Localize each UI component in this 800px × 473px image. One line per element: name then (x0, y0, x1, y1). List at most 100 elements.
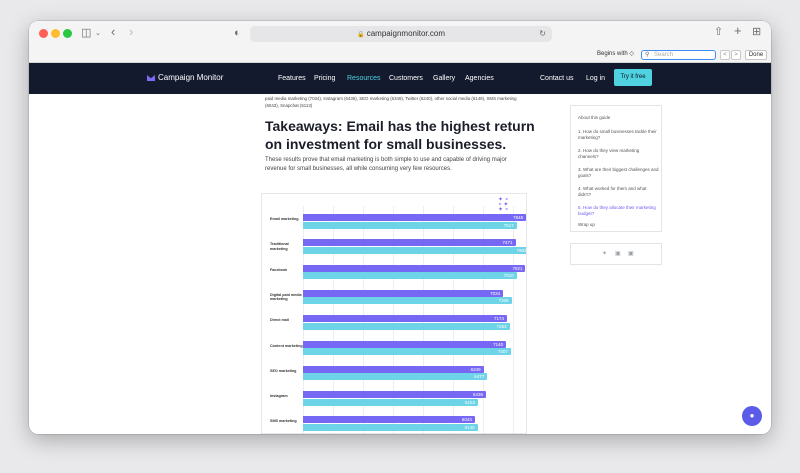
bar-value-label: 7336 (498, 298, 509, 304)
previous-paragraph-line-2: (6043), Snapchat (5113) (265, 103, 313, 108)
toc-item-wrap-up[interactable]: Wrap up (578, 222, 595, 227)
toc-item-3[interactable]: 3. What are their biggest challenges and… (578, 167, 659, 178)
bar-series-1: 7174 (303, 315, 508, 323)
facebook-icon[interactable]: ▣ (615, 251, 621, 257)
search-icon: ⚲ (645, 52, 650, 58)
category-label: SMS marketing (270, 419, 297, 424)
bar-series-1: 6349 (303, 365, 484, 373)
bar-series-1: 7845 (303, 214, 526, 221)
find-bar: Begins with ◇ ⚲ Search < > Done (29, 48, 771, 63)
find-previous-button[interactable]: < (720, 50, 730, 60)
nav-pricing[interactable]: Pricing (314, 75, 336, 82)
chevron-down-icon[interactable]: ⌄ (95, 30, 101, 37)
toc-item-4[interactable]: 4. What worked for them and what didn't? (578, 186, 647, 197)
category-label: Content marketing (270, 343, 303, 348)
confetti-decoration: ✦ ∘ ∘ ✦ ✦ ∘ (498, 197, 509, 213)
find-input[interactable]: ⚲ Search (641, 50, 716, 60)
browser-window: ◫ ⌄ ‹ › ◐ 🔒 campaignmonitor.com ↻ ⇧ + ⊞ … (29, 21, 771, 434)
privacy-shield-icon[interactable]: ◐ (234, 27, 241, 39)
grid-line (513, 206, 514, 433)
new-tab-icon[interactable]: + (734, 23, 742, 38)
previous-paragraph-line-1: paid media marketing (7034), Instagram (… (265, 96, 517, 101)
twitter-icon[interactable]: ✦ (602, 251, 608, 257)
nav-resources[interactable]: Resources (347, 75, 381, 82)
bar-series-2: 7264 (303, 322, 510, 330)
site-nav: Campaign Monitor Features Pricing Resour… (29, 63, 771, 94)
bar-value-label: 7307 (497, 349, 508, 354)
sidebar-toggle-icon[interactable]: ◫ (81, 27, 92, 39)
bar-series-2: 7962 (303, 246, 527, 254)
nav-contact[interactable]: Contact us (540, 75, 574, 82)
brand-name: Campaign Monitor (158, 73, 224, 82)
bar-value-label: 7264 (496, 323, 507, 329)
bar-series-1: 7471 (303, 239, 516, 247)
category-label: Email marketing (270, 217, 299, 221)
bar-value-label: 7510 (503, 273, 514, 279)
bar-value-label: 7471 (502, 240, 513, 246)
find-placeholder: Search (654, 52, 674, 58)
bar-series-2: 7510 (303, 272, 517, 280)
chat-bubble-icon: ● (749, 411, 755, 420)
bar-value-label: 7821 (512, 265, 523, 271)
category-label: Instagram (270, 394, 288, 399)
find-next-button[interactable]: > (731, 50, 741, 60)
roi-bar-chart: ✦ ∘ ∘ ✦ ✦ ∘ Email marketing 7845 7517 Traditi… (261, 193, 527, 434)
bar-value-label: 6477 (474, 374, 485, 380)
bar-series-1: 7140 (303, 340, 507, 348)
category-label: Direct mail (270, 318, 289, 323)
find-mode-selector[interactable]: Begins with ◇ (597, 51, 634, 57)
back-icon[interactable]: ‹ (111, 24, 116, 39)
bar-value-label: 7140 (493, 341, 504, 347)
minimize-window-button[interactable] (51, 29, 60, 38)
chat-widget-button[interactable]: ● (742, 406, 762, 426)
section-heading: Takeaways: Email has the highest return … (265, 118, 535, 152)
zoom-window-button[interactable] (63, 29, 72, 38)
nav-features[interactable]: Features (278, 75, 306, 82)
category-label: Facebook (270, 267, 288, 272)
linkedin-icon[interactable]: ▣ (628, 251, 634, 257)
try-free-button[interactable]: Try it free (614, 69, 652, 86)
toc-item-5[interactable]: 5. How do they allocate their marketing … (578, 205, 656, 216)
bar-value-label: 6153 (465, 399, 476, 405)
category-label: Digital paid media marketing (270, 292, 302, 302)
brand-logo[interactable]: Campaign Monitor (147, 73, 223, 83)
bar-series-1: 7821 (303, 264, 526, 272)
bar-value-label: 6436 (473, 392, 484, 398)
toc-item-2[interactable]: 2. How do they view marketing channels? (578, 148, 640, 159)
category-label: Traditional marketing (270, 242, 289, 251)
toc-item-1[interactable]: 1. How do small businesses tackle their … (578, 129, 657, 140)
tab-overview-icon[interactable]: ⊞ (752, 26, 762, 38)
bar-series-2: 7336 (303, 297, 512, 305)
share-icon[interactable]: ⇧ (714, 26, 724, 38)
bar-series-1: 6043 (303, 416, 475, 424)
nav-customers[interactable]: Customers (389, 75, 423, 82)
bar-series-1: 6436 (303, 391, 487, 399)
address-text: campaignmonitor.com (366, 29, 445, 38)
nav-agencies[interactable]: Agencies (465, 75, 494, 82)
bar-value-label: 6349 (470, 366, 481, 372)
reload-icon[interactable]: ↻ (539, 29, 546, 38)
bar-series-2: 6140 (303, 423, 478, 431)
forward-icon[interactable]: › (129, 24, 134, 39)
address-bar[interactable]: 🔒 campaignmonitor.com ↻ (250, 26, 552, 42)
bar-series-2: 6153 (303, 398, 479, 406)
bar-value-label: 7517 (503, 222, 514, 228)
bar-value-label: 7962 (516, 247, 527, 253)
section-description: These results prove that email marketing… (265, 157, 507, 172)
nav-gallery[interactable]: Gallery (433, 75, 456, 82)
bar-value-label: 7174 (494, 316, 505, 322)
logo-mark-icon (147, 75, 155, 81)
find-done-button[interactable]: Done (745, 50, 767, 60)
close-window-button[interactable] (39, 29, 48, 38)
bar-series-2: 7517 (303, 221, 517, 229)
bar-series-2: 6477 (303, 373, 488, 381)
bar-series-2: 7307 (303, 348, 511, 355)
bar-value-label: 6043 (461, 417, 472, 423)
guide-toc: About this guide 1. How do small busines… (570, 105, 662, 232)
category-label: SEO marketing (270, 368, 297, 373)
bar-value-label: 7034 (490, 290, 501, 296)
nav-login[interactable]: Log in (586, 75, 606, 82)
toc-title: About this guide (578, 115, 611, 120)
bar-value-label: 6140 (464, 424, 475, 430)
bar-value-label: 7845 (513, 215, 524, 220)
